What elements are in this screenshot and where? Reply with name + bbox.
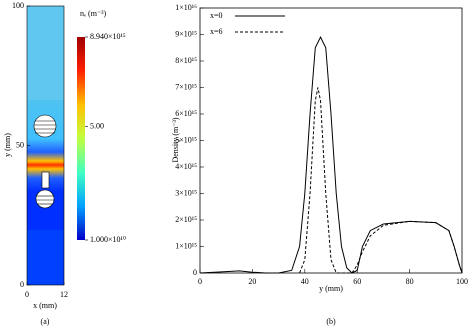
panel-label: (a) (41, 317, 50, 326)
x-tick-label: 20 (248, 277, 256, 286)
series-line (199, 36, 463, 274)
colorbar-tick-label: 5.00 (90, 121, 104, 130)
x-tick-label: 0 (198, 277, 202, 286)
colorbar-tick-label: 8.940×10¹⁵ (90, 32, 126, 41)
colorbar-tick-label: 1.000×10¹⁰ (90, 235, 126, 244)
x-tick-label: 0 (25, 290, 29, 299)
x-tick-label: 60 (353, 277, 361, 286)
x-tick-label: 40 (301, 277, 309, 286)
colorbar (77, 37, 85, 240)
panel-label: (b) (326, 317, 336, 326)
legend-label: x=6 (210, 27, 223, 36)
field (26, 5, 65, 286)
x-axis-label: y (mm) (319, 284, 343, 293)
y-tick-label: 4×10¹⁵ (175, 162, 197, 171)
y-tick-label: 8×10¹⁵ (175, 56, 197, 65)
y-tick-label: 100 (12, 1, 24, 10)
colorbar-title: nₑ (m⁻³) (80, 9, 107, 18)
x-tick-label: 12 (60, 290, 68, 299)
legend-label: x=0 (210, 11, 223, 20)
y-axis-label: Density (m⁻³) (171, 117, 180, 162)
y-tick-label: 6×10¹⁵ (175, 109, 197, 118)
y-tick-label: 0 (20, 280, 24, 289)
y-tick-label: 7×10¹⁵ (175, 82, 197, 91)
y-tick-label: 3×10¹⁵ (175, 188, 197, 197)
y-tick-label: 5×10¹⁵ (175, 135, 197, 144)
plot-frame (199, 7, 463, 274)
x-tick-label: 100 (456, 277, 468, 286)
y-tick-label: 1×10¹⁵ (175, 241, 197, 250)
y-tick-label: 0 (193, 268, 197, 277)
series-line (299, 87, 463, 274)
y-tick-label: 1×10¹⁶ (175, 3, 197, 12)
y-axis-label: y (mm) (3, 133, 12, 157)
x-axis-label: x (mm) (33, 301, 57, 310)
y-tick-label: 50 (16, 140, 24, 149)
x-tick-label: 80 (406, 277, 414, 286)
y-tick-label: 2×10¹⁵ (175, 215, 197, 224)
y-tick-label: 9×10¹⁵ (175, 29, 197, 38)
